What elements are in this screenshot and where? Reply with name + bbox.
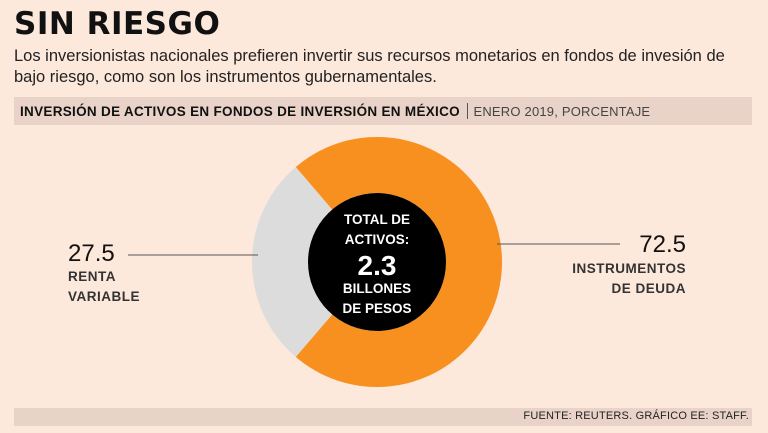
title-separator — [466, 103, 469, 119]
center-line-2: ACTIVOS: — [345, 232, 410, 247]
slice-label-renta-variable-2: VARIABLE — [68, 289, 140, 304]
donut-slice-instrumentos-de-deuda — [295, 137, 502, 388]
chart-title: INVERSIÓN DE ACTIVOS EN FONDOS DE INVERS… — [20, 103, 460, 119]
center-total-value: 2.3 — [358, 250, 397, 281]
footer-band: FUENTE: REUTERS. GRÁFICO EE: STAFF. — [14, 408, 752, 426]
chart-subtitle: ENERO 2019, PORCENTAJE — [473, 103, 651, 119]
center-line-1: TOTAL DE — [344, 212, 410, 227]
page-subtitle: Los inversionistas nacionales prefieren … — [14, 47, 725, 86]
source-note: FUENTE: REUTERS. GRÁFICO EE: STAFF. — [523, 410, 749, 422]
donut-center — [308, 193, 446, 331]
center-line-4: DE PESOS — [342, 301, 411, 316]
slice-label-instrumentos-de-deuda-1: INSTRUMENTOS — [572, 261, 686, 276]
slice-value-renta-variable: 27.5 — [68, 240, 115, 267]
page-title: SIN RIESGO — [14, 6, 221, 42]
slice-value-instrumentos-de-deuda: 72.5 — [639, 231, 686, 258]
chart-title-band: INVERSIÓN DE ACTIVOS EN FONDOS DE INVERS… — [14, 97, 752, 125]
slice-label-renta-variable-1: RENTA — [68, 269, 116, 284]
donut-slice-renta-variable — [252, 166, 333, 358]
slice-label-instrumentos-de-deuda-2: DE DEUDA — [611, 281, 686, 296]
center-line-3: BILLONES — [343, 281, 411, 296]
